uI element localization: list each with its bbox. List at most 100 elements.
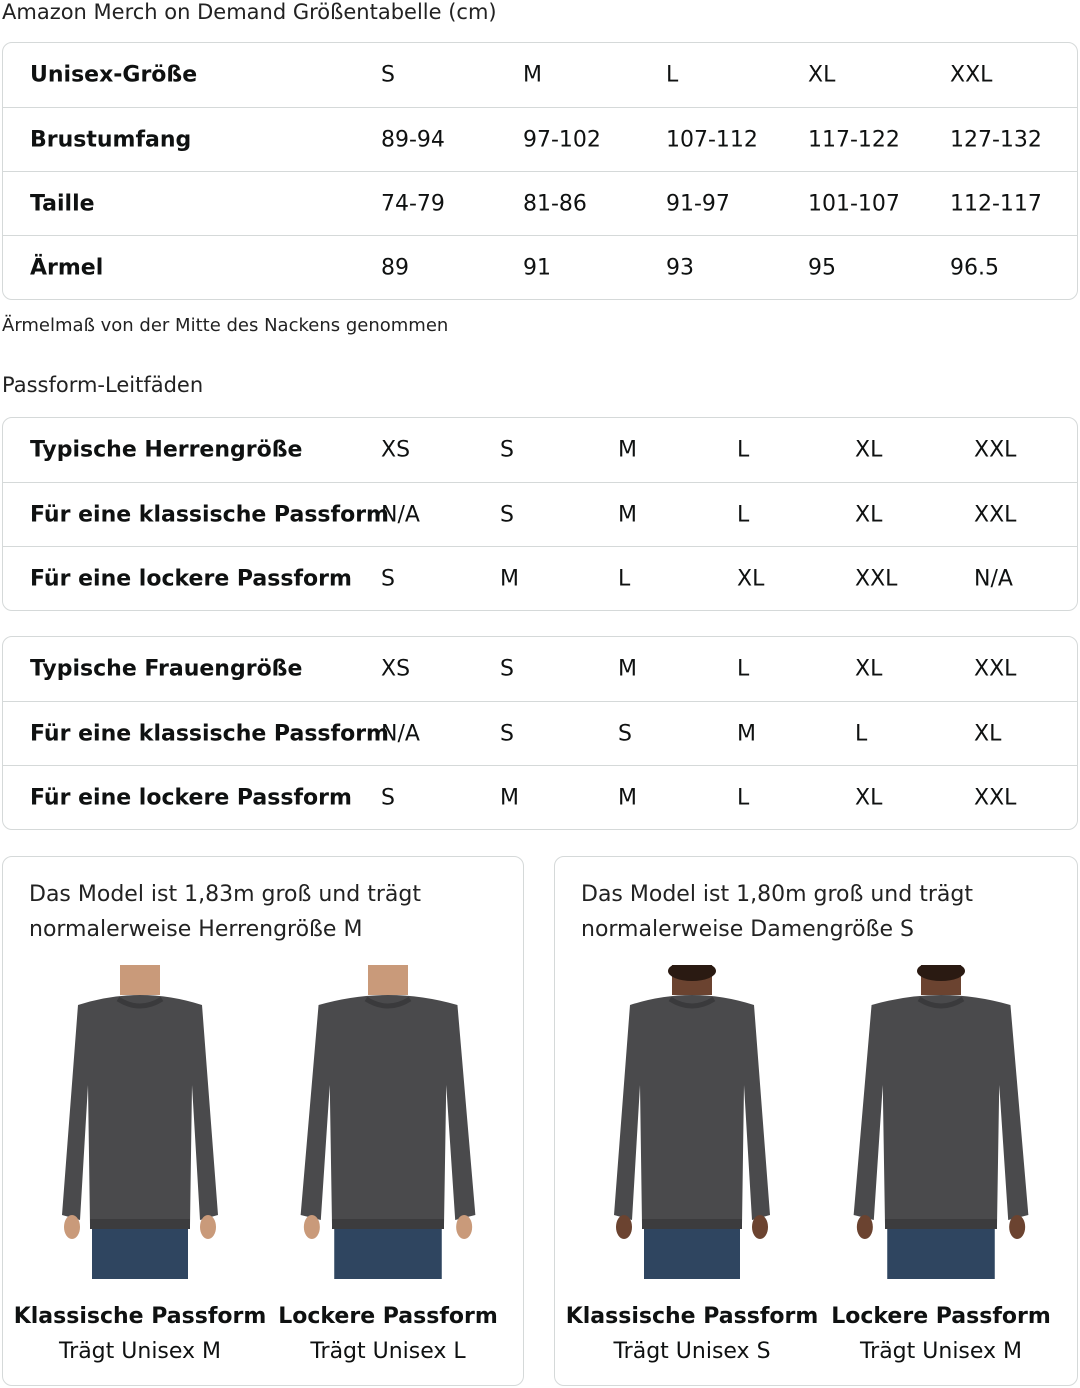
model-description: Das Model ist 1,80m groß und trägt norma…: [581, 882, 973, 942]
table-cell: M: [618, 437, 637, 463]
table-cell: XL: [737, 566, 765, 591]
row-label: Typische Frauengröße: [30, 656, 303, 682]
table-cell: 96.5: [950, 255, 999, 280]
men-fit-table: Typische Herrengröße XS S M L XL XXL Für eine k…: [2, 417, 1078, 611]
table-cell: XL: [855, 785, 883, 810]
table-cell: N/A: [381, 721, 420, 746]
table-cell: XXL: [974, 785, 1017, 810]
row-label: Ärmel: [30, 255, 104, 280]
table-cell: 91-97: [666, 191, 730, 216]
table-cell: S: [500, 656, 514, 682]
fit-name: Klassische Passform: [565, 1304, 819, 1329]
row-label: Unisex-Größe: [30, 62, 198, 88]
table-cell: 93: [666, 255, 694, 280]
row-label: Für eine klassische Passform: [30, 502, 389, 527]
table-cell: XXL: [950, 62, 993, 88]
table-cell: L: [737, 437, 750, 463]
table-cell: 107-112: [666, 127, 758, 152]
table-cell: N/A: [381, 502, 420, 527]
table-row: Für eine lockere Passform S M M L XL XXL: [3, 765, 1077, 829]
table-cell: M: [618, 502, 637, 527]
table-cell: 81-86: [523, 191, 587, 216]
table-cell: 117-122: [808, 127, 900, 152]
table-cell: XS: [381, 437, 411, 463]
table-cell: M: [618, 785, 637, 810]
fit-size: Trägt Unisex S: [613, 1339, 771, 1364]
table-cell: XS: [381, 656, 411, 682]
table-cell: M: [500, 785, 519, 810]
fit-size: Trägt Unisex M: [58, 1339, 222, 1364]
fit-name: Klassische Passform: [13, 1304, 267, 1329]
table-cell: S: [381, 62, 395, 88]
table-cell: L: [737, 502, 750, 527]
table-row: Taille 74-79 81-86 91-97 101-107 112-117: [3, 171, 1077, 235]
table-cell: XXL: [855, 566, 898, 591]
loose-fit-model-image: [841, 961, 1041, 1279]
table-cell: S: [500, 437, 514, 463]
table-cell: S: [381, 785, 395, 810]
table-cell: XL: [855, 656, 883, 682]
table-cell: 97-102: [523, 127, 601, 152]
table-cell: M: [618, 656, 637, 682]
table-cell: XL: [855, 437, 883, 463]
table-cell: XXL: [974, 502, 1017, 527]
women-fit-table: Typische Frauengröße XS S M L XL XXL Für eine k…: [2, 636, 1078, 830]
table-cell: 91: [523, 255, 551, 280]
fit-caption: Klassische Passform Trägt Unisex M: [10, 1299, 270, 1369]
fit-name: Lockere Passform: [278, 1304, 498, 1329]
row-label: Für eine lockere Passform: [30, 785, 352, 810]
row-label: Taille: [30, 191, 95, 216]
table-cell: L: [737, 656, 750, 682]
table-cell: M: [500, 566, 519, 591]
model-card-women: Das Model ist 1,80m groß und trägt norma…: [554, 856, 1078, 1386]
row-label: Für eine lockere Passform: [30, 566, 352, 591]
table-cell: S: [618, 721, 632, 746]
table-cell: 74-79: [381, 191, 445, 216]
table-row: Unisex-Größe S M L XL XXL: [3, 43, 1077, 107]
table-cell: 101-107: [808, 191, 900, 216]
model-card-men: Das Model ist 1,83m groß und trägt norma…: [2, 856, 524, 1386]
classic-fit-model-image: [40, 965, 240, 1279]
table-cell: 112-117: [950, 191, 1042, 216]
table-cell: M: [523, 62, 542, 88]
loose-fit-model-image: [288, 965, 488, 1279]
table-row: Typische Herrengröße XS S M L XL XXL: [3, 418, 1077, 482]
fit-caption: Klassische Passform Trägt Unisex S: [562, 1299, 822, 1369]
model-description: Das Model ist 1,83m groß und trägt norma…: [29, 882, 421, 942]
table-row: Brustumfang 89-94 97-102 107-112 117-122 127-…: [3, 107, 1077, 171]
fit-size: Trägt Unisex L: [310, 1339, 466, 1364]
row-label: Brustumfang: [30, 127, 192, 152]
fit-size: Trägt Unisex M: [859, 1339, 1023, 1364]
table-cell: S: [381, 566, 395, 591]
table-row: Typische Frauengröße XS S M L XL XXL: [3, 637, 1077, 701]
sleeve-note: Ärmelmaß von der Mitte des Nackens genom…: [2, 315, 449, 336]
table-cell: XL: [855, 502, 883, 527]
fit-caption: Lockere Passform Trägt Unisex M: [811, 1299, 1071, 1369]
table-cell: L: [855, 721, 868, 746]
fit-name: Lockere Passform: [831, 1304, 1051, 1329]
table-row: Für eine klassische Passform N/A S M L XL XXL: [3, 482, 1077, 546]
table-cell: L: [666, 62, 679, 88]
row-label: Typische Herrengröße: [30, 437, 303, 463]
table-cell: 127-132: [950, 127, 1042, 152]
row-label: Für eine klassische Passform: [30, 721, 389, 746]
fit-guide-title: Passform-Leitfäden: [2, 373, 204, 397]
table-cell: 89-94: [381, 127, 445, 152]
table-cell: S: [500, 502, 514, 527]
page-title: Amazon Merch on Demand Größentabelle (cm…: [2, 0, 497, 24]
fit-caption: Lockere Passform Trägt Unisex L: [258, 1299, 518, 1369]
table-row: Ärmel 89 91 93 95 96.5: [3, 235, 1077, 299]
table-cell: 89: [381, 255, 409, 280]
table-cell: M: [737, 721, 756, 746]
table-cell: XL: [808, 62, 836, 88]
size-table: Unisex-Größe S M L XL XXL Brustumfang 89-94 97-1…: [2, 42, 1078, 300]
table-cell: N/A: [974, 566, 1013, 591]
table-cell: L: [618, 566, 631, 591]
table-cell: 95: [808, 255, 836, 280]
table-row: Für eine klassische Passform N/A S S M L XL: [3, 701, 1077, 765]
classic-fit-model-image: [592, 961, 792, 1279]
table-cell: L: [737, 785, 750, 810]
table-cell: XXL: [974, 437, 1017, 463]
table-cell: XL: [974, 721, 1002, 746]
table-cell: XXL: [974, 656, 1017, 682]
